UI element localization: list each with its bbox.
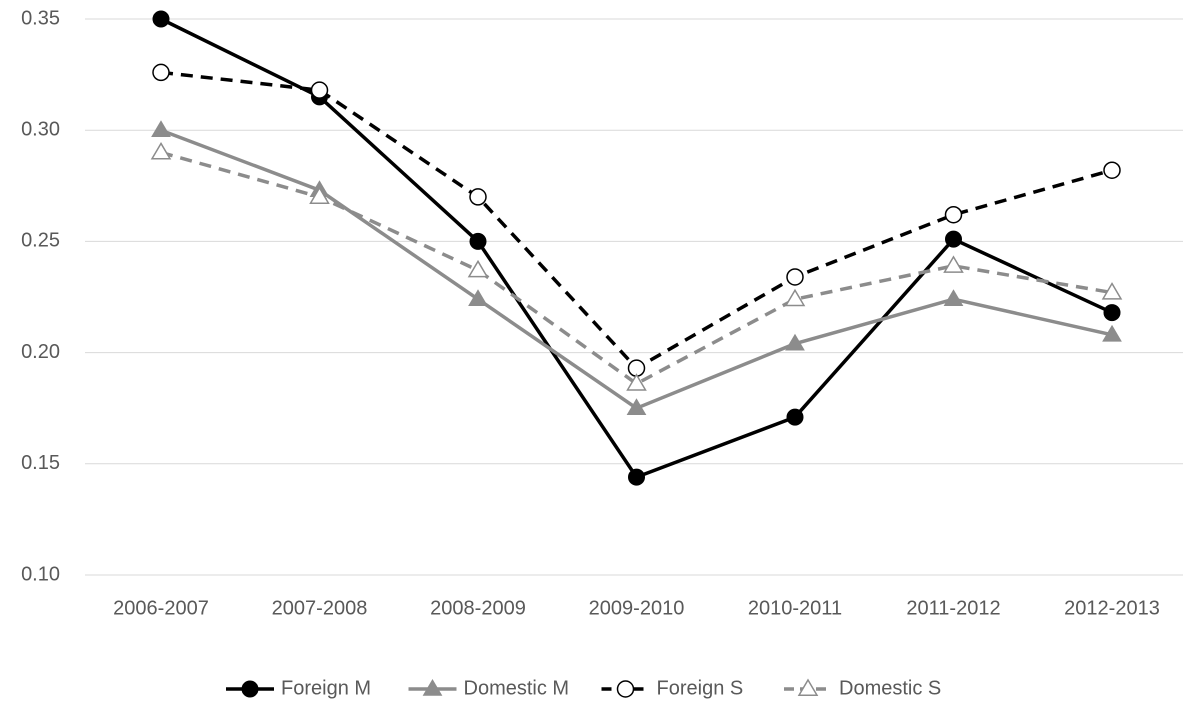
data-point: [784, 288, 806, 307]
data-point: [628, 468, 645, 486]
data-point: [467, 259, 489, 278]
x-tick-label: 2009-2010: [589, 597, 685, 619]
x-tick-label: 2006-2007: [113, 597, 209, 619]
data-point: [945, 230, 962, 248]
data-point: [944, 205, 963, 224]
data-point: [1101, 282, 1123, 300]
data-point: [309, 186, 330, 204]
data-point: [626, 398, 647, 415]
data-point: [152, 63, 170, 82]
data-point: [1103, 304, 1121, 322]
y-tick-label: 0.20: [21, 341, 60, 363]
data-point: [152, 10, 170, 28]
data-point: [943, 289, 964, 307]
legend-label: Foreign M: [281, 677, 371, 699]
x-tick-label: 2012-2013: [1064, 597, 1160, 619]
data-point: [468, 289, 488, 307]
y-tick-label: 0.10: [21, 563, 60, 585]
y-tick-label: 0.35: [21, 7, 60, 29]
data-point: [785, 333, 805, 351]
y-tick-label: 0.30: [21, 118, 60, 140]
legend-label: Foreign S: [657, 677, 744, 699]
data-point: [1103, 161, 1121, 179]
legend-label: Domestic M: [464, 677, 570, 699]
legend-marker: [241, 680, 259, 698]
y-tick-label: 0.15: [21, 452, 60, 474]
legend-marker: [616, 680, 635, 698]
data-point: [469, 188, 487, 206]
data-point: [786, 408, 804, 426]
data-point: [310, 81, 329, 99]
legend-marker: [422, 679, 443, 696]
data-point: [150, 141, 172, 160]
x-tick-label: 2011-2012: [906, 597, 1000, 619]
data-point: [786, 268, 804, 286]
data-point: [943, 255, 964, 273]
x-tick-label: 2007-2008: [272, 597, 368, 619]
data-point: [469, 232, 487, 250]
y-tick-label: 0.25: [21, 230, 60, 252]
data-point: [1102, 324, 1122, 342]
series-line: [160, 70, 1113, 371]
x-tick-label: 2008-2009: [430, 597, 526, 619]
legend-marker: [797, 678, 819, 697]
series-line: [160, 150, 1113, 386]
x-tick-label: 2010-2011: [748, 597, 842, 619]
data-point: [151, 120, 171, 137]
legend-label: Domestic S: [839, 677, 941, 699]
data-point: [626, 373, 647, 391]
